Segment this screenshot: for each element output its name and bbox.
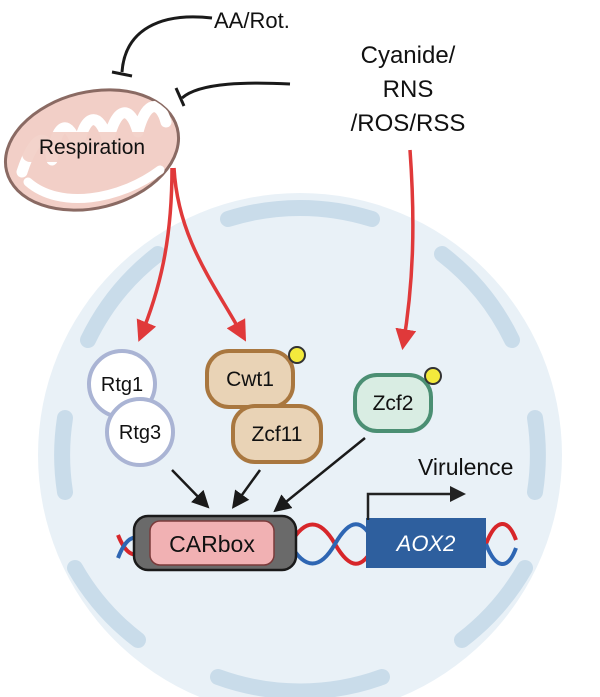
rtg3-label: Rtg3 <box>119 422 161 444</box>
arrow-zcf2-to-carbox <box>273 437 366 513</box>
carbox-box <box>149 520 275 566</box>
phospho-dot-icon <box>288 346 306 364</box>
binding-arrows <box>171 437 366 513</box>
aox2-label: AOX2 <box>395 531 456 556</box>
arrow-to-cwt1 <box>172 167 247 342</box>
activation-arrows <box>136 149 417 351</box>
phospho-dot-icon <box>424 367 442 385</box>
arrow-rtg-to-carbox <box>171 469 210 509</box>
zcf2-node <box>353 373 433 433</box>
aa-rot-label: AA/Rot. <box>214 8 290 33</box>
aa-rot-inhibition-bar <box>111 70 133 78</box>
cyanide-label: Cyanide/ <box>361 42 456 69</box>
nuclear-envelope <box>54 199 546 697</box>
arrow-to-zcf2 <box>395 149 417 351</box>
carbox-label: CARbox <box>169 531 255 557</box>
cyanide-inhibition-line <box>181 81 291 100</box>
zcf2-label: Zcf2 <box>373 392 414 415</box>
cyanide-inhibition-bar <box>174 87 186 107</box>
cwt1-zcf11-complex: Cwt1 Zcf11 <box>205 346 323 464</box>
aox2-box <box>366 518 486 568</box>
dna-strand-blue <box>288 522 376 566</box>
rns-label: RNS <box>383 76 434 103</box>
aa-rot-inhibition-line <box>120 15 213 73</box>
dna-double-helix <box>116 522 518 566</box>
cwt1-label: Cwt1 <box>226 368 274 391</box>
rtg-complex: Rtg1 Rtg3 <box>87 349 175 467</box>
inhibition-lines <box>111 15 291 107</box>
rtg3-node <box>105 397 175 467</box>
respiration-label: Respiration <box>39 136 145 159</box>
mitochondrion: Respiration <box>3 88 181 212</box>
ros-rss-label: /ROS/RSS <box>351 110 466 137</box>
rtg1-label: Rtg1 <box>101 374 143 396</box>
arrow-zcf11-to-carbox <box>231 469 262 509</box>
carbox-element: CARbox <box>132 514 298 572</box>
aox2-gene: AOX2 <box>366 518 486 568</box>
zcf11-node <box>231 404 323 464</box>
virulence-label: Virulence <box>418 454 513 480</box>
zcf11-label: Zcf11 <box>252 423 303 446</box>
zcf2-complex: Zcf2 <box>353 367 442 433</box>
arrow-to-rtg <box>136 167 174 342</box>
bent-arrow-icon <box>366 486 466 520</box>
